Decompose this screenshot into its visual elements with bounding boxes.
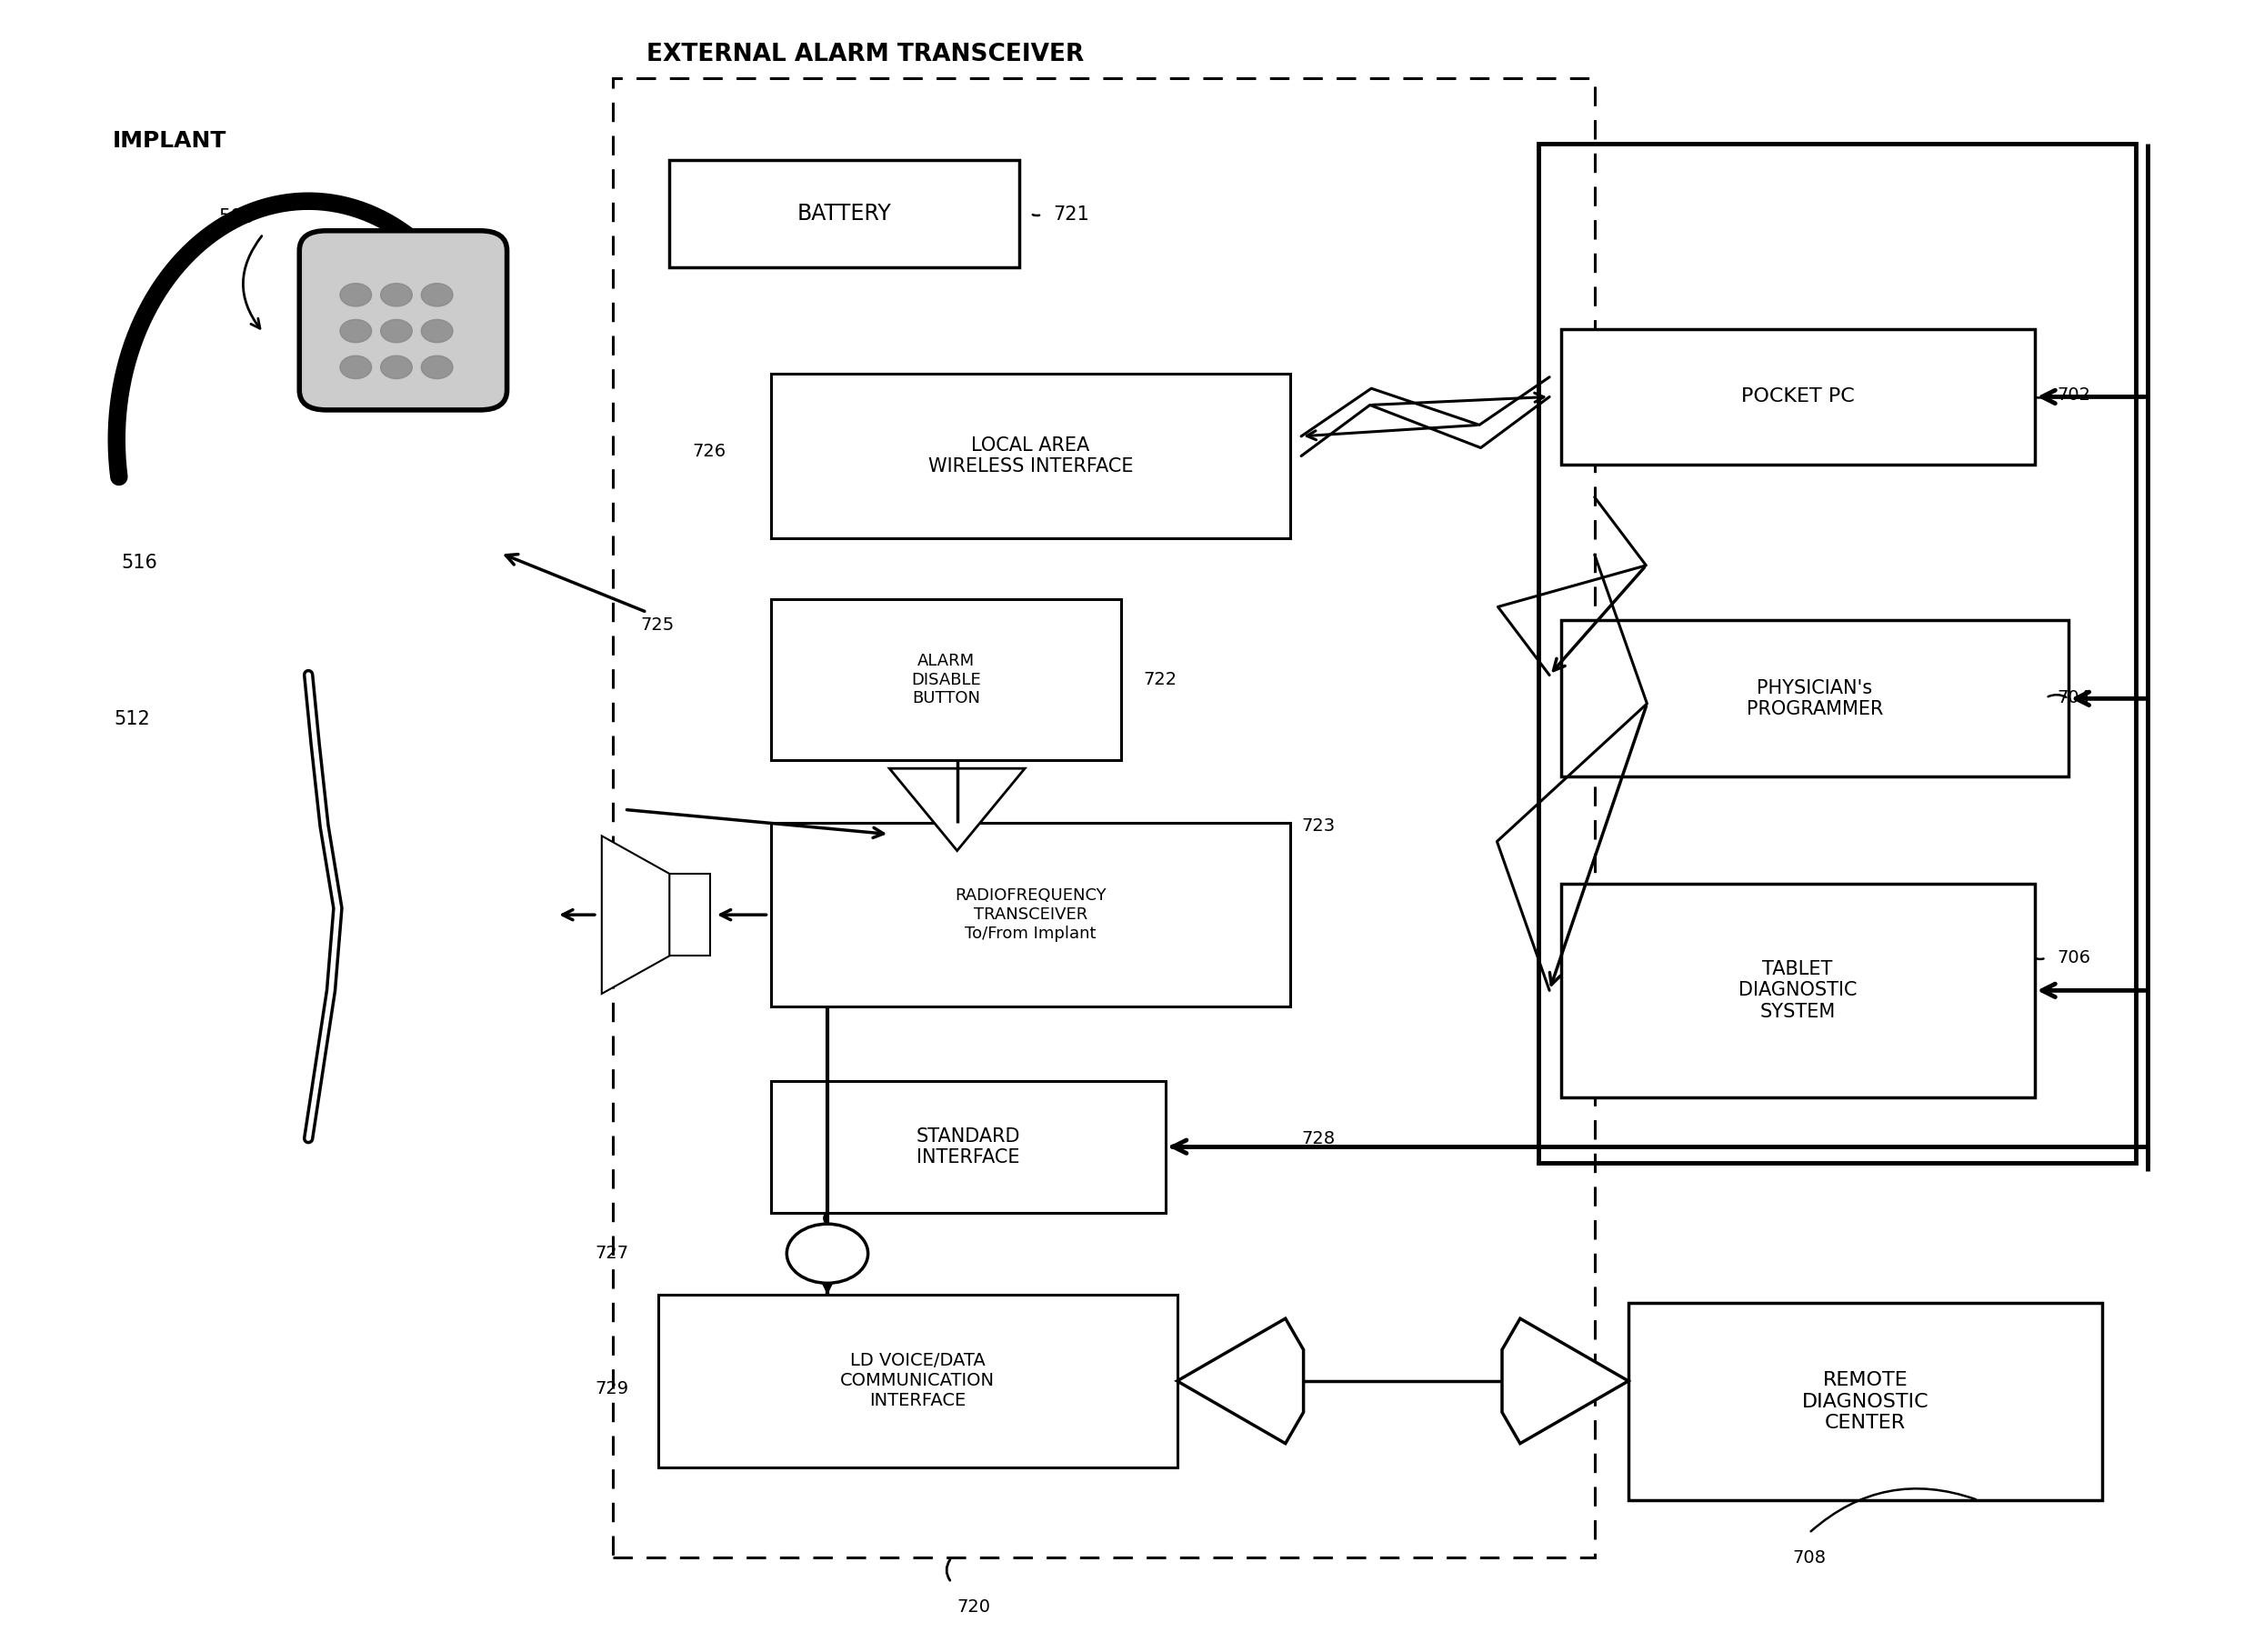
Text: RADIOFREQUENCY
TRANSCEIVER
To/From Implant: RADIOFREQUENCY TRANSCEIVER To/From Impla… <box>955 887 1107 942</box>
Text: POCKET PC: POCKET PC <box>1741 388 1854 406</box>
Circle shape <box>421 355 453 378</box>
Bar <box>659 1295 1177 1467</box>
Text: PHYSICIAN's
PROGRAMMER: PHYSICIAN's PROGRAMMER <box>1746 679 1884 719</box>
Text: 721: 721 <box>1053 205 1089 223</box>
Bar <box>772 600 1121 760</box>
Circle shape <box>788 1224 867 1284</box>
Text: 722: 722 <box>1143 671 1177 689</box>
Text: LD VOICE/DATA
COMMUNICATION
INTERFACE: LD VOICE/DATA COMMUNICATION INTERFACE <box>840 1353 994 1409</box>
Bar <box>1537 144 2137 1163</box>
Bar <box>1560 329 2035 464</box>
Text: LOCAL AREA
WIRELESS INTERFACE: LOCAL AREA WIRELESS INTERFACE <box>928 436 1132 476</box>
Bar <box>772 823 1290 1006</box>
Text: 516: 516 <box>120 553 156 572</box>
Bar <box>1560 884 2035 1097</box>
Circle shape <box>340 319 371 342</box>
Text: 706: 706 <box>2058 948 2090 966</box>
Circle shape <box>340 284 371 306</box>
Circle shape <box>421 319 453 342</box>
Text: ALARM
DISABLE
BUTTON: ALARM DISABLE BUTTON <box>910 653 980 707</box>
Circle shape <box>380 319 412 342</box>
Polygon shape <box>1177 1318 1304 1444</box>
Circle shape <box>340 355 371 378</box>
Bar <box>1560 621 2069 776</box>
Text: 505: 505 <box>217 208 254 226</box>
Text: 512: 512 <box>113 710 149 729</box>
Bar <box>670 160 1019 268</box>
Text: 720: 720 <box>958 1599 992 1616</box>
Text: 727: 727 <box>595 1246 629 1262</box>
Circle shape <box>421 284 453 306</box>
Polygon shape <box>890 768 1026 851</box>
Text: TABLET
DIAGNOSTIC
SYSTEM: TABLET DIAGNOSTIC SYSTEM <box>1739 960 1856 1021</box>
Bar <box>614 78 1594 1558</box>
Text: 723: 723 <box>1302 818 1336 834</box>
Text: 702: 702 <box>2058 387 2090 403</box>
Text: REMOTE
DIAGNOSTIC
CENTER: REMOTE DIAGNOSTIC CENTER <box>1802 1371 1929 1432</box>
Circle shape <box>380 284 412 306</box>
Polygon shape <box>1501 1318 1628 1444</box>
Text: 708: 708 <box>1793 1550 1825 1566</box>
Text: 729: 729 <box>595 1379 629 1398</box>
Bar <box>1628 1303 2103 1500</box>
Text: EXTERNAL ALARM TRANSCEIVER: EXTERNAL ALARM TRANSCEIVER <box>648 43 1084 66</box>
FancyBboxPatch shape <box>299 231 507 410</box>
Text: BATTERY: BATTERY <box>797 203 892 225</box>
Bar <box>772 373 1290 539</box>
Bar <box>670 874 711 957</box>
Text: 725: 725 <box>641 616 675 634</box>
Text: STANDARD
INTERFACE: STANDARD INTERFACE <box>917 1127 1021 1166</box>
Text: 724: 724 <box>641 935 675 953</box>
Text: IMPLANT: IMPLANT <box>113 131 226 152</box>
Bar <box>772 1080 1166 1213</box>
Text: 704: 704 <box>2058 689 2090 707</box>
Polygon shape <box>602 836 670 995</box>
Text: 726: 726 <box>693 443 727 459</box>
Text: 728: 728 <box>1302 1130 1336 1146</box>
Circle shape <box>380 355 412 378</box>
